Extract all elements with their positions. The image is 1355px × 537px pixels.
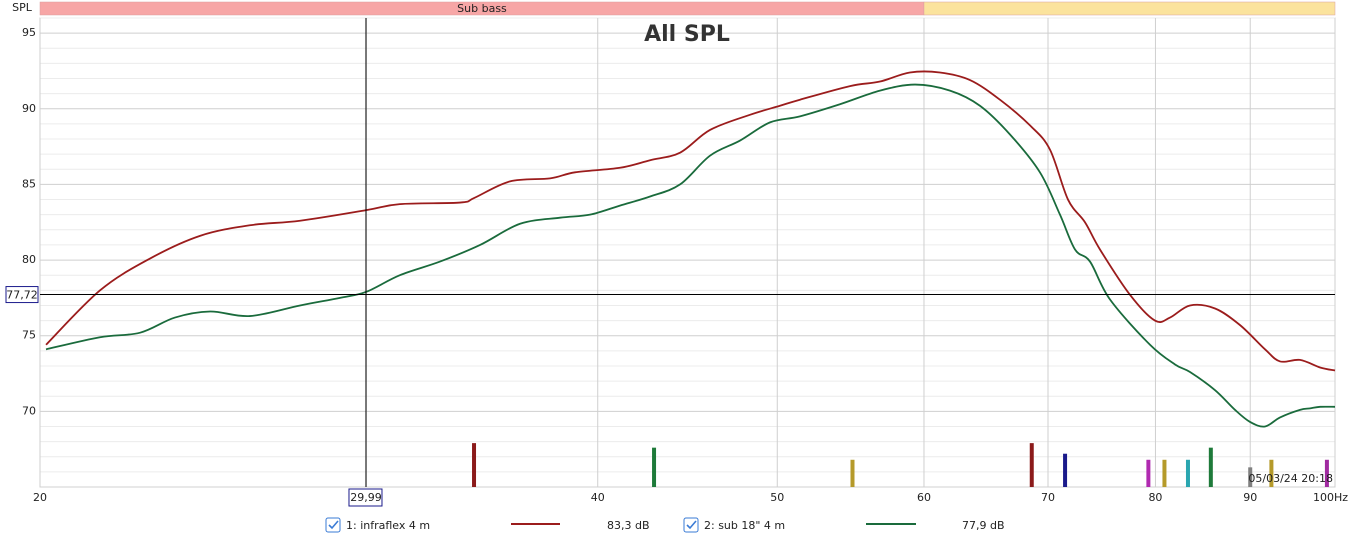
plot-area xyxy=(39,17,1336,488)
series-line xyxy=(45,83,1336,428)
cursor-x-box xyxy=(348,488,383,507)
x-tick-label: 60 xyxy=(917,491,931,504)
y-tick-label: 90 xyxy=(22,102,36,115)
chart-title: All SPL xyxy=(644,22,730,47)
peak-marker xyxy=(472,443,477,487)
y-axis-label: SPL xyxy=(12,1,33,14)
x-tick-label: 80 xyxy=(1148,491,1162,504)
x-tick-label: 20 xyxy=(33,491,47,504)
peak-marker xyxy=(1185,459,1190,487)
legend-checkbox[interactable] xyxy=(325,517,341,533)
cursor-x-label: 29,99 xyxy=(350,491,382,504)
legend-cursor-value: 77,9 dB xyxy=(962,519,1005,532)
cursor-y-box xyxy=(5,286,39,304)
peak-marker xyxy=(1324,459,1329,487)
x-tick-label: 100 xyxy=(1313,491,1334,504)
series-line xyxy=(45,70,1336,372)
timestamp: 05/03/24 20:18 xyxy=(1248,472,1333,485)
x-tick-label: 50 xyxy=(770,491,784,504)
y-tick-label: 75 xyxy=(22,329,36,342)
peak-marker xyxy=(1063,453,1068,487)
band xyxy=(923,1,1336,16)
peak-marker xyxy=(1146,459,1151,487)
peak-marker xyxy=(652,447,657,487)
cursor-y-label: 77,72 xyxy=(6,289,38,302)
legend-label: 2: sub 18" 4 m xyxy=(704,519,785,532)
peak-marker xyxy=(1248,467,1253,487)
legend-label: 1: infraflex 4 m xyxy=(346,519,430,532)
legend-checkbox[interactable] xyxy=(683,517,699,533)
x-unit-label: Hz xyxy=(1334,491,1348,504)
peak-marker xyxy=(1208,447,1213,487)
legend-cursor-value: 83,3 dB xyxy=(607,519,650,532)
peak-marker xyxy=(1162,459,1167,487)
y-tick-label: 70 xyxy=(22,404,36,417)
y-tick-label: 80 xyxy=(22,253,36,266)
band-label: Sub bass xyxy=(457,2,507,15)
peak-marker xyxy=(850,459,855,487)
peak-marker xyxy=(1269,459,1274,487)
x-tick-label: 40 xyxy=(591,491,605,504)
y-tick-label: 95 xyxy=(22,26,36,39)
peak-marker xyxy=(1029,443,1034,487)
x-tick-label: 90 xyxy=(1243,491,1257,504)
y-tick-label: 85 xyxy=(22,177,36,190)
x-tick-label: 70 xyxy=(1041,491,1055,504)
